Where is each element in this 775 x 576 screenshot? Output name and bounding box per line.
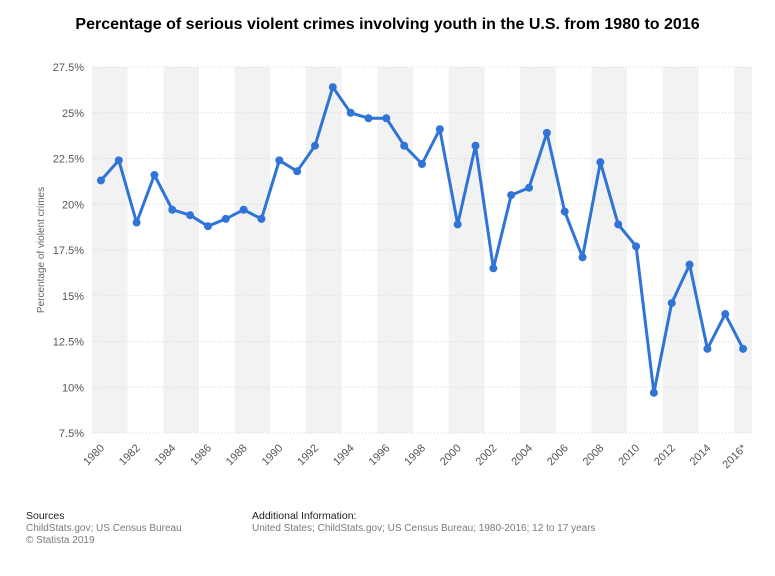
x-tick-label: 2010 (616, 442, 642, 468)
x-tick-label: 1990 (260, 442, 286, 468)
data-point[interactable] (257, 214, 266, 223)
x-tick-label: 2016* (720, 442, 749, 471)
y-axis-label: Percentage of violent crimes (36, 187, 47, 313)
background-band (234, 67, 271, 433)
y-tick-label: 22.5% (53, 154, 84, 166)
y-tick-label: 15% (62, 291, 84, 303)
data-point[interactable] (489, 264, 498, 273)
data-point[interactable] (418, 159, 426, 168)
x-tick-label: 1988 (224, 442, 250, 468)
data-point[interactable] (578, 253, 587, 262)
data-point[interactable] (203, 222, 212, 231)
data-point[interactable] (346, 108, 355, 117)
data-point[interactable] (453, 220, 462, 229)
data-point[interactable] (293, 167, 302, 176)
line-chart: 7.5% 10% 12.5% 15% 17.5% 20% 22.5% 25% 27.5% 198… (36, 62, 752, 471)
data-point[interactable] (721, 310, 730, 319)
data-point[interactable] (703, 344, 712, 353)
data-point[interactable] (471, 141, 480, 150)
sources-text: ChildStats.gov; US Census Bureau (26, 522, 182, 534)
background-band (591, 67, 628, 433)
x-tick-label: 2002 (474, 442, 500, 468)
data-point[interactable] (632, 242, 641, 251)
x-tick-label: 2004 (509, 442, 535, 468)
x-tick-label: 1980 (81, 442, 107, 468)
data-point[interactable] (667, 299, 676, 308)
additional-info-heading: Additional Information: (252, 510, 357, 522)
sources-heading: Sources (26, 510, 65, 522)
background-band (448, 67, 485, 433)
data-point[interactable] (168, 205, 177, 214)
background-band (92, 67, 128, 433)
data-point[interactable] (649, 388, 658, 397)
data-point[interactable] (382, 114, 391, 123)
copyright-text: © Statista 2019 (26, 535, 95, 546)
data-point[interactable] (114, 156, 123, 165)
y-tick-label: 10% (62, 382, 84, 394)
gridlines (92, 66, 752, 434)
y-tick-label: 27.5% (53, 62, 84, 74)
x-tick-label: 1984 (153, 442, 179, 468)
background-band (163, 67, 200, 433)
x-tick-label: 2000 (438, 442, 464, 468)
y-axis-ticks: 7.5% 10% 12.5% 15% 17.5% 20% 22.5% 25% 27.5% (53, 62, 84, 440)
data-point[interactable] (96, 176, 105, 185)
x-tick-label: 2006 (545, 442, 571, 468)
y-tick-label: 25% (62, 108, 84, 120)
data-point[interactable] (275, 156, 284, 165)
y-tick-label: 7.5% (59, 428, 84, 440)
data-point[interactable] (739, 344, 748, 353)
data-point[interactable] (507, 191, 516, 200)
data-point[interactable] (525, 183, 534, 192)
x-tick-label: 1982 (117, 442, 143, 468)
additional-info-text: United States; ChildStats.gov; US Census… (252, 522, 596, 534)
x-tick-label: 2014 (688, 442, 714, 468)
y-tick-label: 20% (62, 199, 84, 211)
x-axis-ticks: 1980 1982 1984 1986 1988 1990 1992 1994 1996 1998… (81, 442, 749, 471)
data-point[interactable] (328, 83, 337, 92)
data-point[interactable] (150, 170, 159, 179)
background-band (520, 67, 556, 433)
x-tick-label: 1992 (295, 442, 321, 468)
data-point[interactable] (596, 158, 605, 167)
x-tick-label: 1996 (367, 442, 393, 468)
data-point[interactable] (132, 218, 141, 227)
x-tick-label: 1998 (402, 442, 428, 468)
chart-title: Percentage of serious violent crimes inv… (75, 16, 700, 33)
data-point[interactable] (221, 214, 230, 223)
x-tick-label: 2012 (652, 442, 678, 468)
additional-info-block: Additional Information: United States; C… (252, 510, 596, 535)
x-tick-label: 1994 (331, 442, 357, 468)
sources-block: Sources ChildStats.gov; US Census Bureau… (26, 510, 182, 548)
x-tick-label: 1986 (188, 442, 214, 468)
data-point[interactable] (186, 211, 195, 220)
data-point[interactable] (239, 205, 248, 214)
data-points (96, 83, 748, 397)
y-tick-label: 17.5% (53, 245, 84, 257)
data-point[interactable] (542, 128, 551, 137)
x-tick-label: 2008 (581, 442, 607, 468)
data-point[interactable] (560, 207, 569, 216)
y-tick-label: 12.5% (53, 337, 84, 349)
data-point[interactable] (614, 220, 623, 229)
data-point[interactable] (685, 260, 694, 269)
data-point[interactable] (400, 141, 409, 150)
data-point[interactable] (435, 125, 444, 134)
data-point[interactable] (310, 141, 319, 150)
data-point[interactable] (364, 114, 373, 123)
